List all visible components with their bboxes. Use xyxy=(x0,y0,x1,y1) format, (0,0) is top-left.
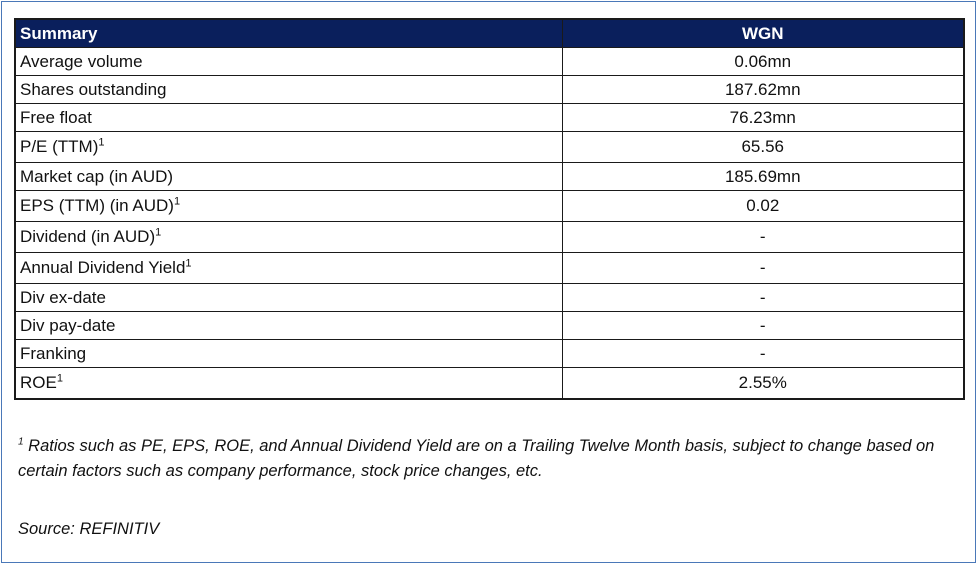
table-row: Dividend (in AUD)1 - xyxy=(14,221,965,253)
table-row: ROE1 2.55% xyxy=(14,367,965,400)
row-value: 187.62mn xyxy=(561,75,965,104)
row-label: Free float xyxy=(14,103,563,132)
table-row: Franking - xyxy=(14,339,965,368)
table-row: Market cap (in AUD) 185.69mn xyxy=(14,162,965,191)
table-header-row: Summary WGN xyxy=(14,18,965,48)
row-label: ROE1 xyxy=(14,367,563,400)
row-label: EPS (TTM) (in AUD)1 xyxy=(14,190,563,222)
table-row: Shares outstanding 187.62mn xyxy=(14,75,965,104)
footnote-marker: 1 xyxy=(18,436,24,448)
table-row: P/E (TTM)1 65.56 xyxy=(14,131,965,163)
row-label: Div pay-date xyxy=(14,311,563,340)
row-value: 0.06mn xyxy=(561,47,965,76)
row-label: Average volume xyxy=(14,47,563,76)
summary-table: Summary WGN Average volume 0.06mn Shares… xyxy=(14,18,965,400)
table-row: Div pay-date - xyxy=(14,311,965,340)
row-label: P/E (TTM)1 xyxy=(14,131,563,163)
row-value: 0.02 xyxy=(561,190,965,222)
footnote: 1 Ratios such as PE, EPS, ROE, and Annua… xyxy=(18,434,968,484)
row-value: - xyxy=(561,339,965,368)
row-value: - xyxy=(561,221,965,253)
row-value: 185.69mn xyxy=(561,162,965,191)
row-label: Shares outstanding xyxy=(14,75,563,104)
table-row: Annual Dividend Yield1 - xyxy=(14,252,965,284)
row-value: 76.23mn xyxy=(561,103,965,132)
row-label: Dividend (in AUD)1 xyxy=(14,221,563,253)
table-row: EPS (TTM) (in AUD)1 0.02 xyxy=(14,190,965,222)
table-row: Average volume 0.06mn xyxy=(14,47,965,76)
row-value: - xyxy=(561,252,965,284)
row-label: Annual Dividend Yield1 xyxy=(14,252,563,284)
source-note: Source: REFINITIV xyxy=(18,520,160,538)
row-label: Franking xyxy=(14,339,563,368)
footnote-text: Ratios such as PE, EPS, ROE, and Annual … xyxy=(18,437,935,480)
row-value: 2.55% xyxy=(561,367,965,400)
row-label: Div ex-date xyxy=(14,283,563,312)
table-row: Div ex-date - xyxy=(14,283,965,312)
header-ticker: WGN xyxy=(561,18,965,48)
row-label: Market cap (in AUD) xyxy=(14,162,563,191)
row-value: - xyxy=(561,283,965,312)
row-value: - xyxy=(561,311,965,340)
header-summary: Summary xyxy=(14,18,563,48)
row-value: 65.56 xyxy=(561,131,965,163)
table-row: Free float 76.23mn xyxy=(14,103,965,132)
